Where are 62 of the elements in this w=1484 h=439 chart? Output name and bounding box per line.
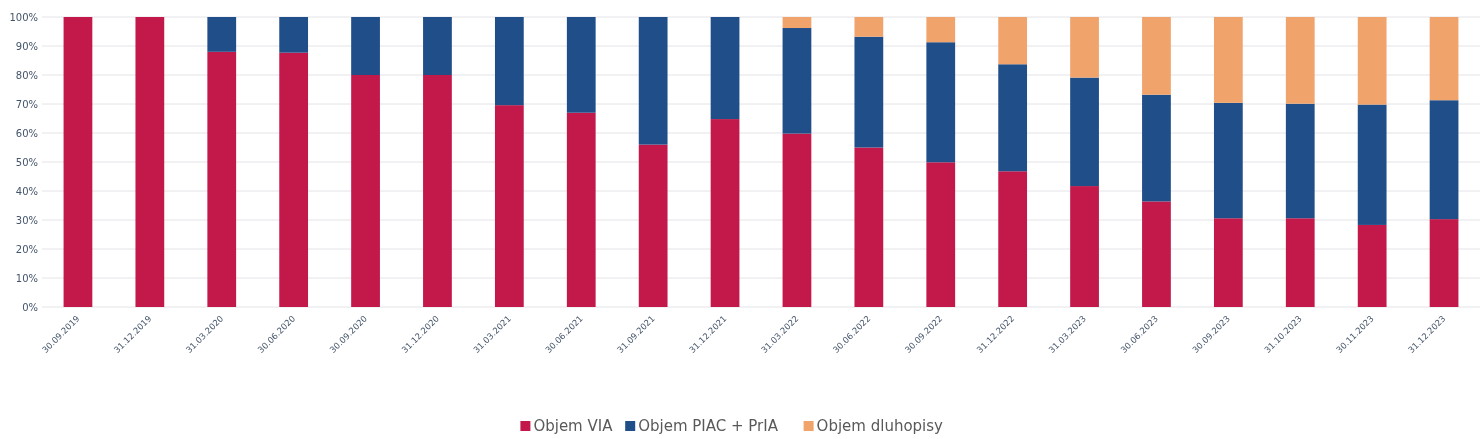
bar (351, 17, 380, 75)
bar (782, 133, 812, 307)
y-tick-label: 10% (15, 272, 38, 284)
bar (782, 17, 812, 29)
bar (1070, 77, 1099, 187)
y-tick-label: 80% (15, 69, 38, 81)
bar (1213, 218, 1243, 307)
y-tick-label: 0% (22, 301, 38, 313)
bar (638, 17, 668, 145)
bar (279, 52, 309, 307)
bar (1429, 100, 1459, 220)
bar (926, 17, 956, 43)
bar (854, 17, 884, 37)
bar (1285, 218, 1315, 307)
y-tick-label: 60% (15, 127, 38, 139)
bar (1285, 17, 1315, 104)
bar (998, 64, 1028, 172)
bar (1142, 94, 1171, 202)
bar (710, 17, 740, 120)
bar (998, 17, 1028, 65)
bar (423, 17, 452, 75)
bar (566, 17, 596, 113)
y-tick-label: 20% (15, 243, 38, 255)
bar (638, 144, 668, 307)
y-tick-label: 30% (15, 214, 38, 226)
bar (566, 112, 596, 307)
bar (1285, 103, 1315, 219)
bar (1357, 224, 1387, 307)
y-tick-label: 90% (15, 40, 38, 52)
y-tick-label: 40% (15, 185, 38, 197)
legend-label: Objem PIAC + PrIA (638, 417, 779, 435)
y-tick-label: 70% (15, 98, 38, 110)
bar (351, 75, 380, 307)
bar (926, 162, 956, 307)
bar (710, 119, 740, 307)
bar (1142, 201, 1171, 307)
bar (1357, 104, 1387, 225)
bar (423, 75, 452, 307)
bar (1070, 17, 1099, 78)
bar (494, 105, 524, 307)
bar (854, 36, 884, 148)
bar (207, 17, 237, 52)
y-tick-label: 50% (15, 156, 38, 168)
y-tick-label: 100% (9, 11, 38, 23)
bar (782, 28, 812, 134)
bar (1070, 186, 1099, 307)
bar (1429, 17, 1459, 101)
legend-label: Objem dluhopisy (816, 417, 944, 435)
bar (1142, 17, 1171, 95)
bar (135, 17, 165, 307)
bar (1429, 219, 1459, 307)
bar (207, 51, 237, 307)
bar (1213, 17, 1243, 103)
bar (1213, 102, 1243, 219)
bar (63, 17, 93, 307)
bar (279, 17, 309, 53)
bar (854, 147, 884, 307)
bar (494, 17, 524, 106)
legend-label: Objem VIA (533, 417, 614, 435)
bar (1357, 17, 1387, 105)
bar (998, 171, 1028, 307)
bar (926, 42, 956, 163)
